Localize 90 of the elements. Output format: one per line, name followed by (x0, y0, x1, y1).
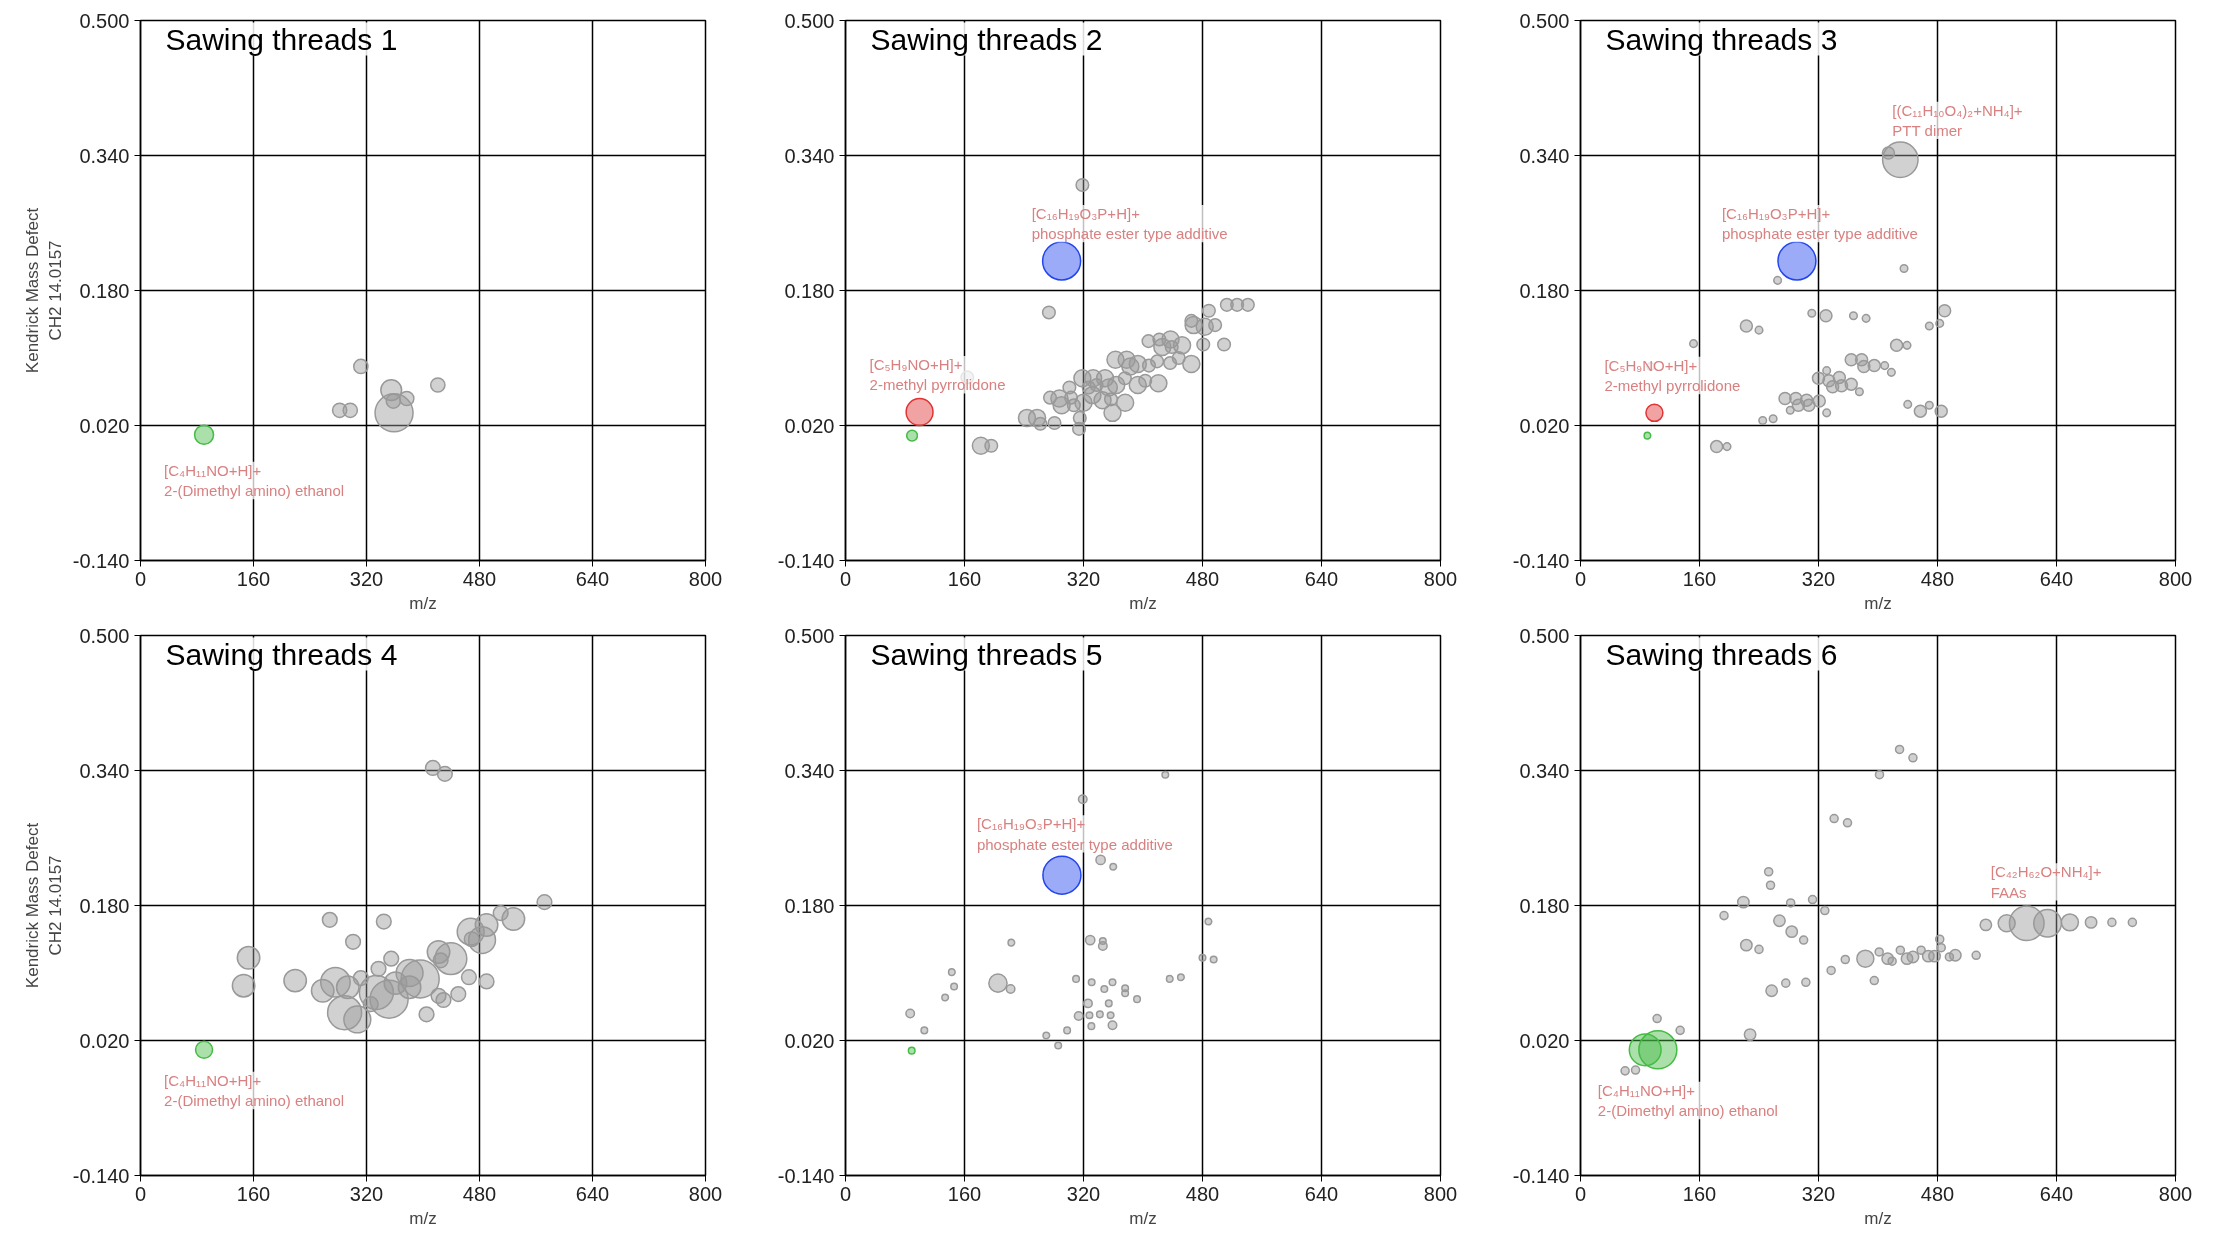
y-tick-label: 0.340 (79, 144, 130, 167)
y-tick-label: 0.020 (1519, 414, 1570, 437)
y-tick-label: 0.180 (784, 279, 835, 302)
x-tick-label: 160 (947, 1182, 982, 1205)
x-axis-title: m/z (1129, 1208, 1157, 1228)
x-axis-title: m/z (1864, 593, 1892, 613)
x-tick-label: 480 (1920, 567, 1955, 590)
x-tick-label: 800 (688, 1182, 723, 1205)
annotation: [C₁₆H₁₉O₃P+H]+ phosphate ester type additive (1031, 204, 1228, 243)
x-tick-label: 0 (839, 567, 852, 590)
x-tick-label: 480 (462, 567, 497, 590)
chart-title: Sawing threads 2 (870, 22, 1103, 56)
y-tick-label: 0.500 (1519, 9, 1570, 32)
x-tick-label: 480 (1920, 1182, 1955, 1205)
y-tick-label: 0.500 (79, 9, 130, 32)
x-tick-label: 480 (1185, 1182, 1220, 1205)
y-tick-label: -0.140 (72, 1164, 130, 1187)
y-tick-label: 0.500 (784, 9, 835, 32)
y-tick-label: -0.140 (72, 549, 130, 572)
x-tick-label: 800 (1423, 1182, 1458, 1205)
y-tick-label: 0.340 (1519, 759, 1570, 782)
x-tick-label: 160 (236, 567, 271, 590)
x-tick-label: 320 (1066, 567, 1101, 590)
x-tick-label: 320 (1066, 1182, 1101, 1205)
x-tick-label: 480 (1185, 567, 1220, 590)
y-tick-label: 0.340 (1519, 144, 1570, 167)
chart-title: Sawing threads 6 (1605, 637, 1838, 671)
annotation: [C₄H₁₁NO+H]+ 2-(Dimethyl amino) ethanol (1597, 1081, 1778, 1120)
x-tick-label: 160 (947, 567, 982, 590)
x-tick-label: 0 (1574, 1182, 1587, 1205)
x-tick-label: 160 (1682, 1182, 1717, 1205)
y-tick-label: 0.180 (79, 279, 130, 302)
chart-title: Sawing threads 5 (870, 637, 1103, 671)
annotation: [C₁₆H₁₉O₃P+H]+ phosphate ester type additive (1721, 204, 1918, 243)
x-tick-label: 800 (688, 567, 723, 590)
y-tick-label: 0.020 (79, 1029, 130, 1052)
y-tick-label: 0.180 (1519, 894, 1570, 917)
y-tick-label: -0.140 (777, 1164, 835, 1187)
y-tick-label: -0.140 (1512, 1164, 1570, 1187)
annotation: [(C₁₁H₁₀O₄)₂+NH₄]+ PTT dimer (1892, 101, 2023, 140)
x-axis-title: m/z (409, 1208, 437, 1228)
x-tick-label: 800 (2158, 1182, 2193, 1205)
x-axis-title: m/z (409, 593, 437, 613)
x-tick-label: 0 (134, 567, 147, 590)
x-tick-label: 480 (462, 1182, 497, 1205)
annotation: [C₄H₁₁NO+H]+ 2-(Dimethyl amino) ethanol (164, 461, 345, 500)
y-tick-label: 0.020 (784, 1029, 835, 1052)
x-axis-title: m/z (1864, 1208, 1892, 1228)
x-axis-title: m/z (1129, 593, 1157, 613)
x-tick-label: 320 (349, 567, 384, 590)
x-tick-label: 640 (2039, 1182, 2074, 1205)
y-tick-label: 0.180 (79, 894, 130, 917)
y-tick-label: 0.500 (1519, 624, 1570, 647)
y-tick-label: -0.140 (1512, 549, 1570, 572)
y-tick-label: 0.020 (79, 414, 130, 437)
x-tick-label: 640 (575, 567, 610, 590)
annotation: [C₄₂H₆₂O+NH₄]+ FAAs (1990, 863, 2102, 901)
y-tick-label: 0.500 (79, 624, 130, 647)
x-tick-label: 0 (839, 1182, 852, 1205)
y-tick-label: 0.340 (784, 144, 835, 167)
y-tick-label: -0.140 (777, 549, 835, 572)
y-tick-label: 0.500 (784, 624, 835, 647)
y-tick-label: 0.340 (784, 759, 835, 782)
x-tick-label: 640 (2039, 567, 2074, 590)
x-tick-label: 800 (1423, 567, 1458, 590)
chart-title: Sawing threads 4 (165, 637, 398, 671)
annotation: [C₅H₉NO+H]+ 2-methyl pyrrolidone (1604, 356, 1741, 395)
x-tick-label: 640 (1304, 1182, 1339, 1205)
y-tick-label: 0.180 (784, 894, 835, 917)
x-tick-label: 160 (236, 1182, 271, 1205)
y-axis-title: Kendrick Mass Defect CH2 14.0157 (22, 822, 65, 989)
x-tick-label: 640 (575, 1182, 610, 1205)
x-tick-label: 0 (1574, 567, 1587, 590)
y-tick-label: 0.340 (79, 759, 130, 782)
chart-title: Sawing threads 3 (1605, 22, 1838, 56)
x-tick-label: 0 (134, 1182, 147, 1205)
chart-title: Sawing threads 1 (165, 22, 398, 56)
y-axis-title: Kendrick Mass Defect CH2 14.0157 (22, 207, 65, 374)
annotation: [C₅H₉NO+H]+ 2-methyl pyrrolidone (869, 356, 1006, 394)
x-tick-label: 320 (1801, 567, 1836, 590)
annotation: [C₁₆H₁₉O₃P+H]+ phosphate ester type additive (976, 815, 1173, 853)
y-tick-label: 0.020 (1519, 1029, 1570, 1052)
x-tick-label: 320 (349, 1182, 384, 1205)
y-tick-label: 0.020 (784, 414, 835, 437)
x-tick-label: 320 (1801, 1182, 1836, 1205)
x-tick-label: 160 (1682, 567, 1717, 590)
annotation: [C₄H₁₁NO+H]+ 2-(Dimethyl amino) ethanol (164, 1071, 345, 1110)
y-tick-label: 0.180 (1519, 279, 1570, 302)
x-tick-label: 640 (1304, 567, 1339, 590)
x-tick-label: 800 (2158, 567, 2193, 590)
